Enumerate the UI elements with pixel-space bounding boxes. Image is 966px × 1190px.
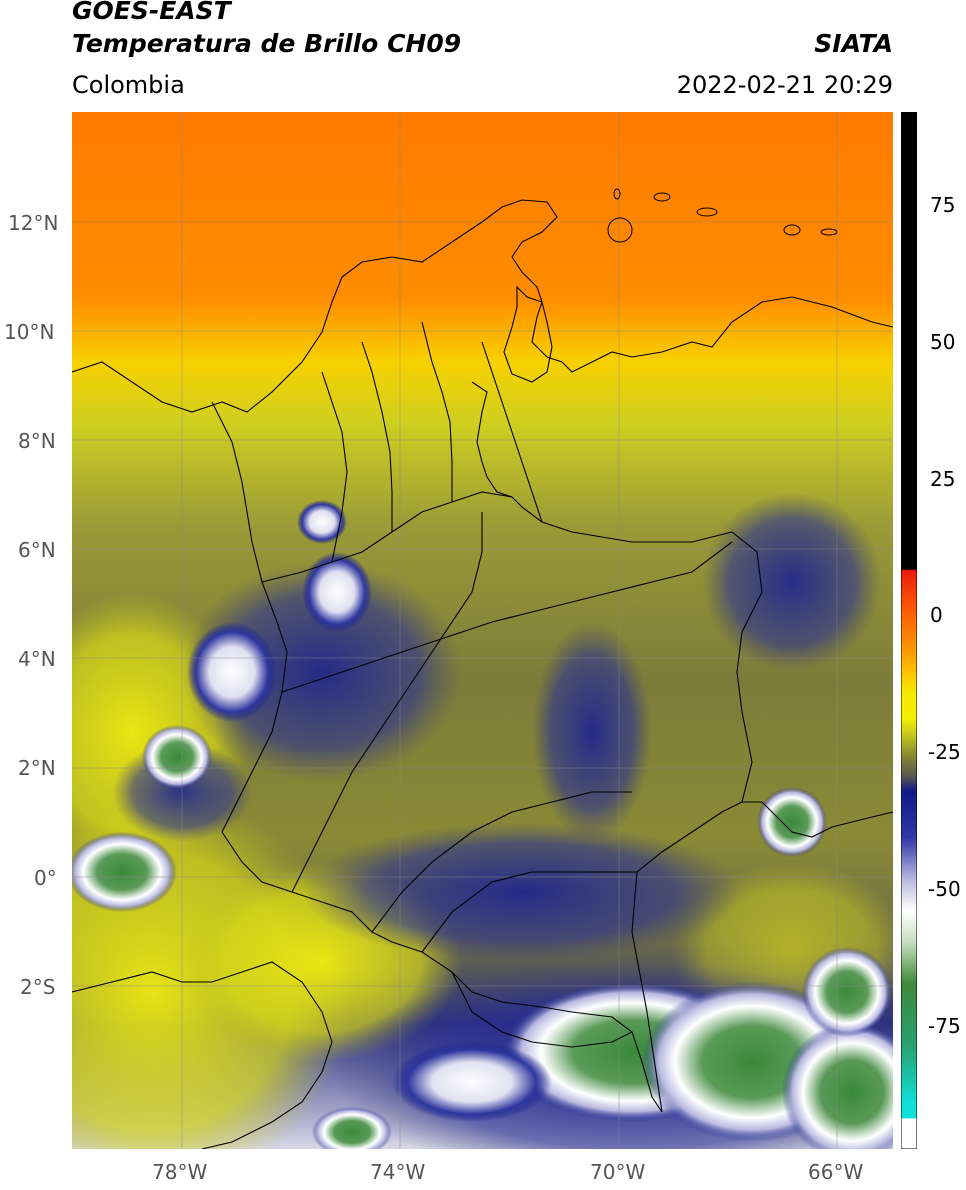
product-title: Temperatura de Brillo CH09 xyxy=(72,29,462,58)
colorbar-tick-75: 75 xyxy=(930,193,956,217)
agency-label: SIATA xyxy=(814,29,893,58)
islands xyxy=(607,188,838,243)
lon-tick-78W: 78°W xyxy=(152,1160,208,1184)
colorbar-tick-minus25: -25 xyxy=(928,740,961,764)
lat-tick-2S: 2°S xyxy=(20,975,56,999)
borders xyxy=(72,199,893,1149)
satellite-map[interactable] xyxy=(72,112,893,1149)
colorbar-tick-25: 25 xyxy=(930,467,956,491)
gridlines xyxy=(72,112,893,1149)
lat-tick-10N: 10°N xyxy=(4,320,55,344)
colorbar-tick-50: 50 xyxy=(930,330,956,354)
colorbar-tick-minus50: -50 xyxy=(928,877,961,901)
lat-tick-4N: 4°N xyxy=(18,647,56,671)
colorbar xyxy=(901,112,917,1149)
lat-tick-12N: 12°N xyxy=(8,211,59,235)
lon-tick-74W: 74°W xyxy=(370,1160,426,1184)
lon-tick-66W: 66°W xyxy=(808,1160,864,1184)
timestamp-label: 2022-02-21 20:29 xyxy=(676,71,893,99)
lat-tick-8N: 8°N xyxy=(18,429,56,453)
colorbar-tick-minus75: -75 xyxy=(928,1014,961,1038)
region-label: Colombia xyxy=(72,71,185,99)
lat-tick-2N: 2°N xyxy=(18,756,56,780)
lat-tick-6N: 6°N xyxy=(18,538,56,562)
lat-tick-0: 0° xyxy=(34,866,57,890)
satellite-title: GOES-EAST xyxy=(72,0,231,25)
colorbar-tick-0: 0 xyxy=(930,603,943,627)
lon-tick-70W: 70°W xyxy=(590,1160,646,1184)
